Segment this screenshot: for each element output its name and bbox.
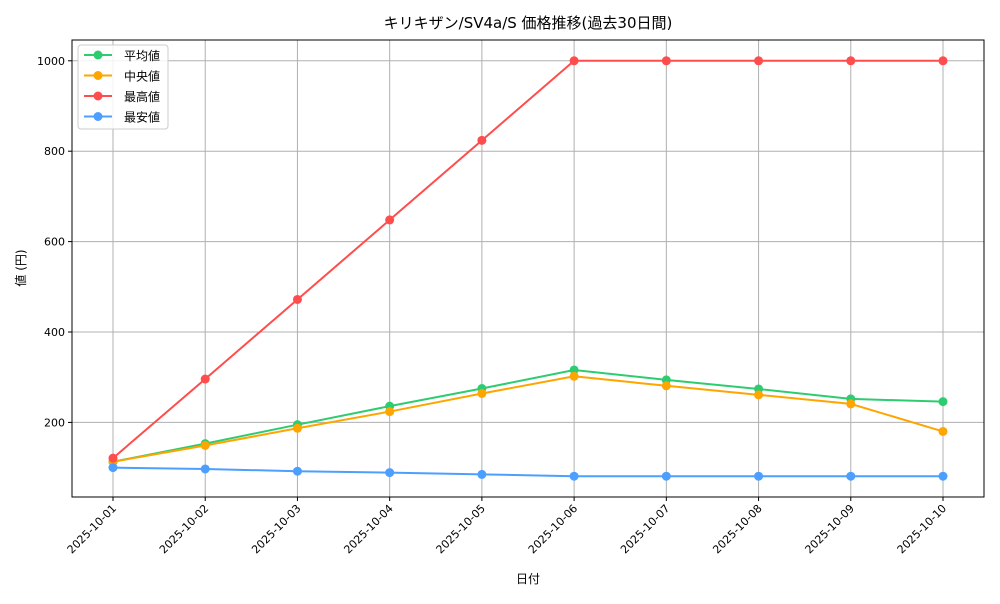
data-point bbox=[846, 471, 856, 481]
x-tick-label: 2025-10-10 bbox=[895, 502, 949, 556]
legend-marker bbox=[93, 112, 103, 121]
plot-frame bbox=[71, 39, 985, 498]
data-point bbox=[938, 397, 948, 407]
y-tick-label: 200 bbox=[44, 416, 65, 429]
data-point bbox=[292, 423, 302, 433]
y-tick-label: 600 bbox=[44, 236, 65, 249]
data-point bbox=[200, 464, 210, 474]
legend-label: 最高値 bbox=[124, 89, 160, 104]
data-point bbox=[292, 466, 302, 476]
data-point bbox=[569, 56, 579, 66]
data-point bbox=[108, 463, 118, 473]
data-point bbox=[661, 471, 671, 481]
data-point bbox=[938, 471, 948, 481]
legend-marker bbox=[93, 91, 103, 101]
chart-title: キリキザン/SV4a/S 価格推移(過去30日間) bbox=[384, 14, 673, 32]
data-point bbox=[385, 407, 395, 417]
legend-label: 中央値 bbox=[124, 69, 160, 84]
data-point bbox=[846, 399, 856, 409]
legend-marker bbox=[93, 71, 103, 80]
data-point bbox=[754, 56, 764, 66]
x-tick-label: 2025-10-04 bbox=[341, 502, 395, 556]
x-tick-label: 2025-10-09 bbox=[802, 502, 856, 556]
data-point bbox=[569, 371, 579, 381]
series-line-3 bbox=[112, 466, 943, 478]
series-line-2 bbox=[112, 59, 943, 459]
series-line-1 bbox=[112, 375, 944, 463]
y-tick-label: 800 bbox=[44, 145, 65, 158]
data-point bbox=[108, 453, 118, 463]
series-line-0 bbox=[112, 368, 944, 463]
data-point bbox=[385, 215, 395, 225]
data-point bbox=[938, 426, 948, 436]
data-point bbox=[477, 469, 487, 479]
x-tick-label: 2025-10-08 bbox=[710, 502, 764, 556]
x-axis-label: 日付 bbox=[516, 572, 540, 586]
data-point bbox=[938, 56, 948, 66]
data-point bbox=[292, 294, 302, 304]
data-point bbox=[200, 440, 210, 450]
x-tick-label: 2025-10-07 bbox=[618, 502, 672, 556]
data-point bbox=[385, 468, 395, 478]
data-point bbox=[200, 374, 210, 384]
data-point bbox=[661, 56, 671, 66]
data-point bbox=[477, 135, 487, 145]
data-point bbox=[569, 471, 579, 481]
y-tick-label: 400 bbox=[44, 326, 65, 339]
y-tick-label: 1000 bbox=[37, 55, 65, 68]
data-point bbox=[846, 56, 856, 66]
legend-label: 平均値 bbox=[124, 48, 160, 63]
x-tick-label: 2025-10-06 bbox=[526, 502, 580, 556]
x-tick-label: 2025-10-02 bbox=[157, 502, 211, 556]
x-tick-label: 2025-10-01 bbox=[65, 502, 119, 556]
legend-label: 最安値 bbox=[124, 110, 160, 125]
legend-marker bbox=[93, 50, 103, 60]
y-axis-label: 値 (円) bbox=[13, 249, 28, 286]
data-point bbox=[754, 471, 764, 481]
x-tick-label: 2025-10-05 bbox=[434, 502, 488, 556]
legend-box bbox=[77, 44, 169, 130]
data-point bbox=[477, 388, 487, 398]
data-point bbox=[569, 365, 579, 375]
x-tick-label: 2025-10-03 bbox=[249, 502, 303, 556]
data-point bbox=[661, 381, 671, 391]
data-point bbox=[754, 390, 764, 400]
